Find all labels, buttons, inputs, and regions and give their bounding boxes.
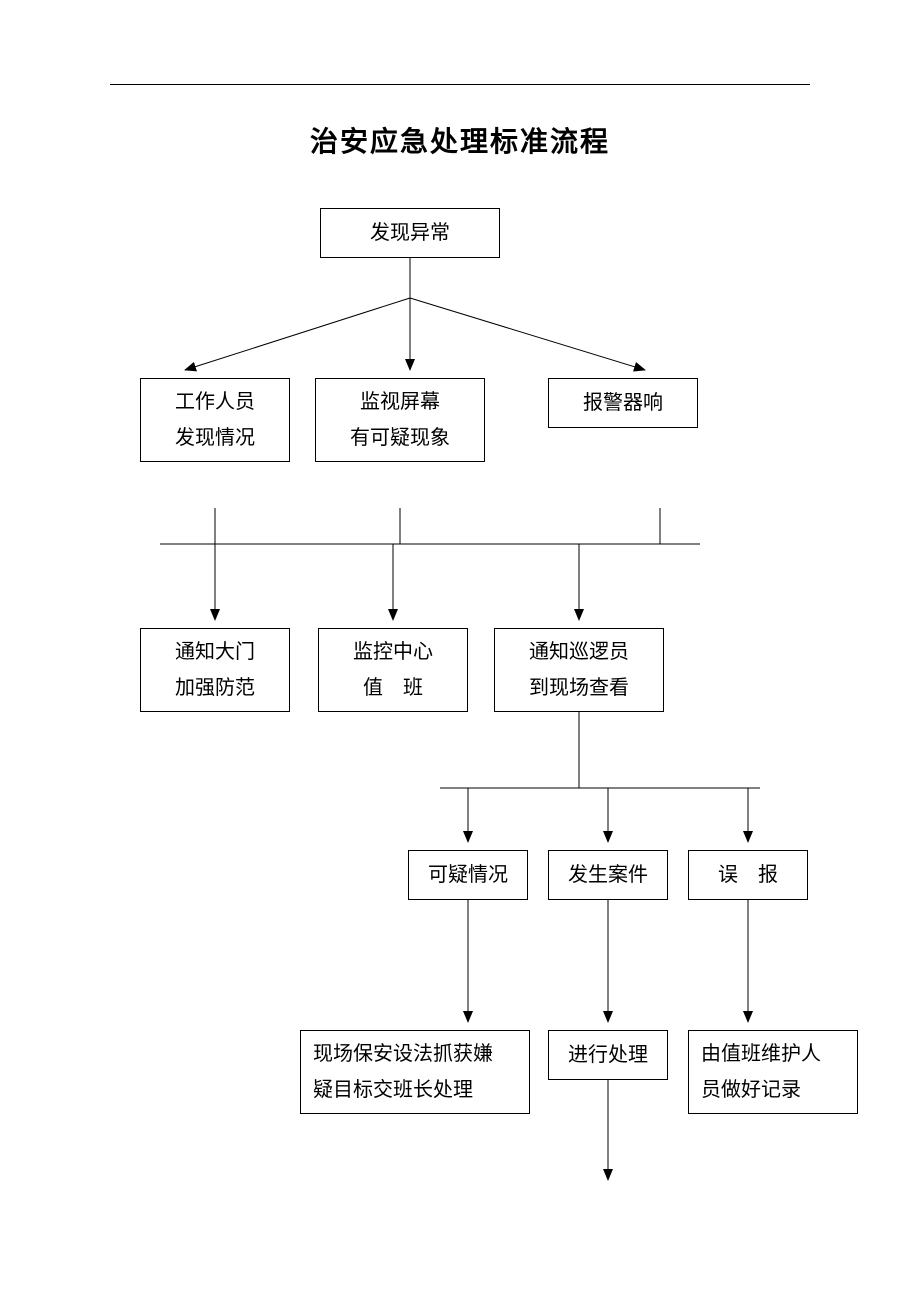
node-duty-record: 由值班维护人 员做好记录 (688, 1030, 858, 1114)
node-notify-gate: 通知大门 加强防范 (140, 628, 290, 712)
node-text: 由值班维护人 (701, 1036, 821, 1072)
node-case-happened: 发生案件 (548, 850, 668, 900)
node-notify-patrol: 通知巡逻员 到现场查看 (494, 628, 664, 712)
node-staff-found: 工作人员 发现情况 (140, 378, 290, 462)
node-text: 监控中心 (353, 634, 433, 670)
node-text: 疑目标交班长处理 (313, 1072, 473, 1108)
node-text: 有可疑现象 (350, 420, 450, 456)
node-text: 可疑情况 (428, 857, 508, 893)
node-text: 误 报 (718, 857, 778, 893)
node-text: 监视屏幕 (360, 384, 440, 420)
node-alarm-ring: 报警器响 (548, 378, 698, 428)
node-suspicious: 可疑情况 (408, 850, 528, 900)
top-rule (110, 84, 810, 85)
node-false-alarm: 误 报 (688, 850, 808, 900)
node-text: 发现情况 (175, 420, 255, 456)
node-text: 现场保安设法抓获嫌 (313, 1036, 493, 1072)
node-detect-anomaly: 发现异常 (320, 208, 500, 258)
node-text: 进行处理 (568, 1037, 648, 1073)
node-monitor-suspicious: 监视屏幕 有可疑现象 (315, 378, 485, 462)
node-text: 员做好记录 (701, 1072, 801, 1108)
node-text: 通知大门 (175, 634, 255, 670)
node-text: 报警器响 (583, 385, 663, 421)
node-process: 进行处理 (548, 1030, 668, 1080)
node-text: 工作人员 (175, 384, 255, 420)
node-text: 值 班 (363, 670, 423, 706)
node-text: 发现异常 (370, 215, 450, 251)
node-security-catch: 现场保安设法抓获嫌 疑目标交班长处理 (300, 1030, 530, 1114)
page-title: 治安应急处理标准流程 (0, 120, 920, 160)
node-text: 通知巡逻员 (529, 634, 629, 670)
node-text: 发生案件 (568, 857, 648, 893)
node-monitor-center: 监控中心 值 班 (318, 628, 468, 712)
node-text: 加强防范 (175, 670, 255, 706)
node-text: 到现场查看 (529, 670, 629, 706)
